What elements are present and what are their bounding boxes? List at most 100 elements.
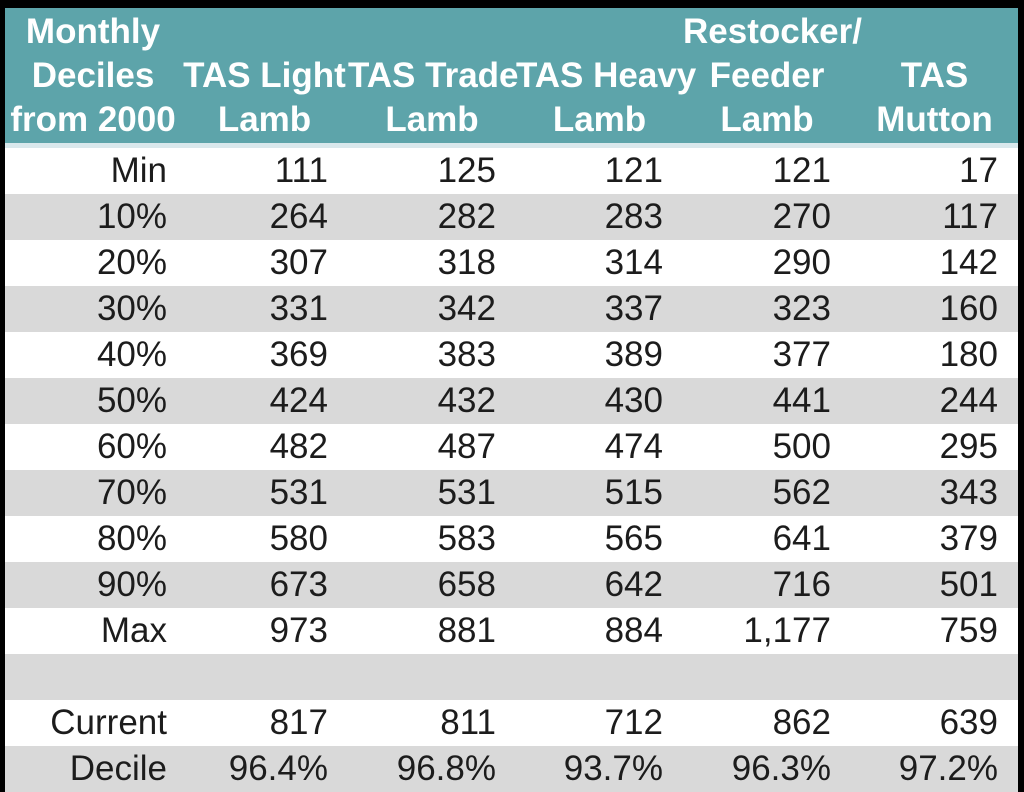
column-header-tas-heavy-lamb: TAS Heavy Lamb [516,8,696,148]
cell-value: 881 [437,610,496,650]
cell-value: 424 [181,377,348,424]
table-row: Decile 96.4% 96.8% 93.7% 96.3% 97.2% [5,745,1018,792]
cell-value: 142 [939,242,998,282]
cell-value: 389 [604,334,663,374]
cell-value: 487 [437,426,496,466]
cell-value: 331 [181,285,348,332]
cell-value: 337 [516,285,683,332]
row-label: 60% [96,426,167,466]
row-label: 80% [96,518,167,558]
table-row: Max 973 881 884 1,177 759 [5,608,1018,654]
table-row: Min 111 125 121 121 17 [5,145,1018,194]
cell-value: 716 [683,561,851,608]
column-header-tas-mutton: TAS Mutton [851,8,1018,148]
cell-value: 515 [516,469,683,516]
table-row: 70% 531 531 515 562 343 [5,469,1018,516]
table-row: 60% 482 487 474 500 295 [5,424,1018,470]
cell-value: 369 [269,334,328,374]
row-label: Min [110,150,167,190]
cell-value: 583 [437,518,496,558]
row-label: 90% [5,561,181,608]
table-header: Monthly Deciles from 2000 TAS Light Lamb… [5,8,1018,148]
cell-value: 500 [772,426,831,466]
cell-value: 1,177 [743,610,831,650]
cell-value: 642 [516,561,683,608]
cell-value: 817 [269,702,328,742]
cell-value: 759 [939,610,998,650]
table-row: 80% 580 583 565 641 379 [5,516,1018,562]
cell-value: 562 [683,469,851,516]
cell-value: 96.3% [683,745,851,792]
cell-value: 641 [772,518,831,558]
cell-value [851,653,1018,700]
cell-value: 580 [269,518,328,558]
cell-value: 96.4% [181,745,348,792]
cell-value: 314 [604,242,663,282]
table-row [5,653,1018,700]
cell-value [516,653,683,700]
cell-value: 343 [851,469,1018,516]
header-row: Monthly Deciles from 2000 TAS Light Lamb… [5,8,1018,148]
cell-value: 639 [939,702,998,742]
cell-value: 712 [604,702,663,742]
column-header-restocker-feeder-lamb: Restocker/ Feeder Lamb [683,8,862,148]
cell-value: 264 [181,193,348,240]
table-body: Min 111 125 121 121 17 10% 264 282 283 270 117 20% 30… [5,145,1018,792]
cell-value: 811 [440,702,496,742]
row-label: Decile [5,745,181,792]
cell-value: 432 [348,377,516,424]
row-label: 10% [5,193,181,240]
cell-value: 93.7% [516,745,683,792]
cell-value: 531 [348,469,516,516]
cell-value: 342 [348,285,516,332]
cell-value [348,653,516,700]
cell-value: 121 [604,150,663,190]
row-label [5,653,181,700]
row-label: 40% [96,334,167,374]
cell-value: 323 [683,285,851,332]
cell-value: 295 [939,426,998,466]
table-row: 40% 369 383 389 377 180 [5,332,1018,378]
row-label: Current [50,702,167,742]
cell-value: 474 [604,426,663,466]
cell-value: 379 [939,518,998,558]
row-label: 20% [96,242,167,282]
row-label: 70% [5,469,181,516]
cell-value: 270 [683,193,851,240]
cell-value: 862 [772,702,831,742]
cell-value: 430 [516,377,683,424]
cell-value: 282 [348,193,516,240]
cell-value: 244 [851,377,1018,424]
row-label: 30% [5,285,181,332]
cell-value: 565 [604,518,663,558]
table-row: 90% 673 658 642 716 501 [5,561,1018,608]
corner-header: Monthly Deciles from 2000 [5,8,181,148]
cell-value [181,653,348,700]
cell-value: 658 [348,561,516,608]
cell-value: 111 [274,150,328,190]
table-row: 50% 424 432 430 441 244 [5,377,1018,424]
row-label: 50% [5,377,181,424]
cell-value: 290 [772,242,831,282]
table-row: 10% 264 282 283 270 117 [5,193,1018,240]
cell-value: 121 [772,150,831,190]
cell-value: 117 [851,193,1018,240]
cell-value: 283 [516,193,683,240]
table-row: 30% 331 342 337 323 160 [5,285,1018,332]
row-label: Max [100,610,167,650]
column-header-tas-trade-lamb: TAS Trade Lamb [348,8,519,148]
column-header-tas-light-lamb: TAS Light Lamb [181,8,348,148]
cell-value: 17 [959,150,998,190]
cell-value [683,653,851,700]
table-row: Current 817 811 712 862 639 [5,700,1018,746]
cell-value: 318 [437,242,496,282]
cell-value: 180 [939,334,998,374]
cell-value: 383 [437,334,496,374]
cell-value: 482 [269,426,328,466]
monthly-deciles-table: Monthly Deciles from 2000 TAS Light Lamb… [5,8,1018,792]
cell-value: 377 [772,334,831,374]
cell-value: 307 [269,242,328,282]
cell-value: 160 [851,285,1018,332]
cell-value: 973 [269,610,328,650]
